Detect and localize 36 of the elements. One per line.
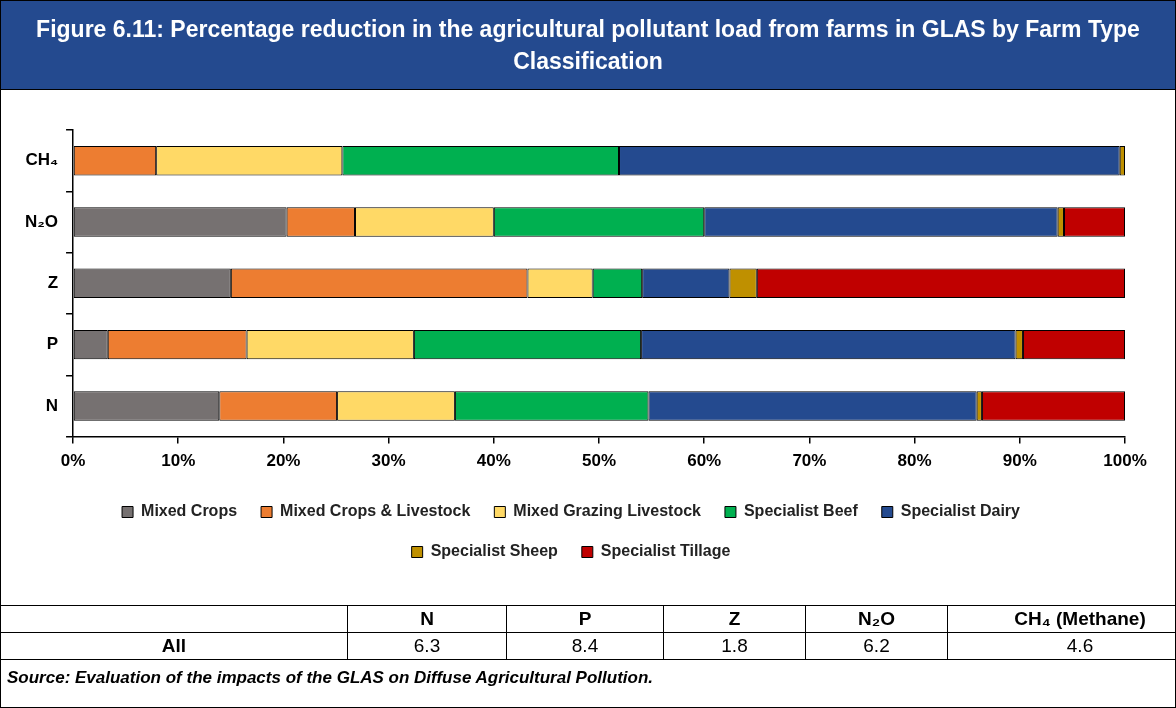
category-label: CH₄ (Methane) [947, 605, 1176, 633]
x-tick-label: 80% [897, 451, 932, 471]
x-tick-label: 0% [60, 451, 86, 471]
chart-title: Figure 6.11: Percentage reduction in the agricultural pollutant load from farms in GLAS by Farm Type Classification [1, 1, 1175, 90]
y-tick-label: N₂O [24, 211, 59, 231]
x-tick-label: 20% [266, 451, 301, 471]
data-label: 1.8 [663, 632, 806, 660]
y-tick-label: N [45, 395, 59, 415]
category-label: N₂O [805, 605, 948, 633]
x-tick-label: 90% [1002, 451, 1037, 471]
data-label: 6.3 [347, 632, 507, 660]
legend-label: Specialist Beef [743, 502, 859, 520]
source-note: Source: Evaluation of the impacts of the GLAS on Diffuse Agricultural Pollution. [6, 667, 655, 689]
legend-label: Mixed Crops & Livestock [280, 502, 471, 520]
text: All [1, 632, 348, 660]
x-tick-label: 100% [1103, 451, 1147, 471]
legend-label: Specialist Sheep [430, 542, 559, 560]
x-tick-label: 40% [476, 451, 511, 471]
data-label: 6.2 [805, 632, 948, 660]
category-label: N [347, 605, 507, 633]
category-label: Z [663, 605, 806, 633]
legend-label: Specialist Tillage [600, 542, 731, 560]
x-tick-label: 10% [161, 451, 196, 471]
x-tick-label: 70% [792, 451, 827, 471]
category-label: P [506, 605, 664, 633]
x-tick-label: 30% [371, 451, 406, 471]
data-label: 8.4 [506, 632, 664, 660]
legend-label: Specialist Dairy [900, 502, 1021, 520]
legend-label: Mixed Grazing Livestock [513, 502, 702, 520]
legend-label: Mixed Crops [141, 502, 238, 520]
x-tick-label: 50% [582, 451, 617, 471]
y-tick-label: Z [47, 272, 59, 292]
y-tick-label: P [46, 334, 59, 354]
y-tick-label: CH₄ [25, 150, 59, 170]
x-tick-label: 60% [687, 451, 722, 471]
data-label: 4.6 [947, 632, 1176, 660]
